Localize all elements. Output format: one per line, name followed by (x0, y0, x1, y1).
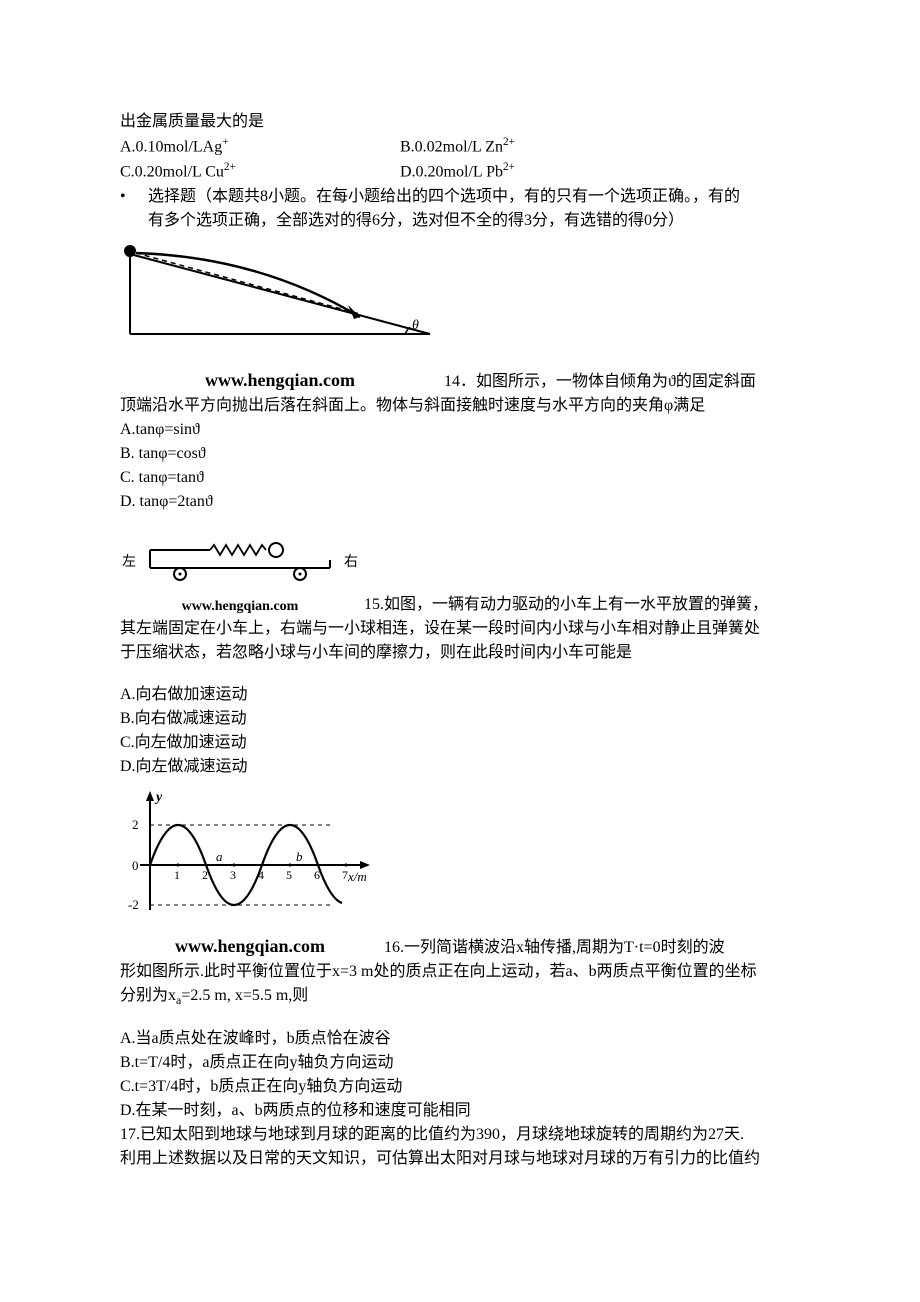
svg-text:b: b (296, 849, 303, 864)
svg-text:1: 1 (174, 868, 180, 882)
q16-figure: y x/m 2 0 -2 1 2 3 4 5 (120, 785, 380, 933)
frag-line: 出金属质量最大的是 (120, 110, 800, 134)
q16-opt-b: B.t=T/4时，a质点正在向y轴负方向运动 (120, 1051, 800, 1075)
q15-opt-a: A.向右做加速运动 (120, 683, 800, 707)
svg-text:-2: -2 (128, 897, 139, 912)
right-label: 右 (344, 554, 358, 570)
q14-opt-c: C. tanφ=tanϑ (120, 466, 800, 490)
left-label: 左 (122, 554, 136, 570)
q16-opt-c: C.t=3T/4时，b质点正在向y轴负方向运动 (120, 1075, 800, 1099)
watermark: www.hengqian.com (120, 596, 360, 617)
svg-text:θ: θ (412, 318, 419, 333)
q14-opt-d: D. tanφ=2tanϑ (120, 490, 800, 514)
svg-text:7: 7 (342, 868, 348, 882)
svg-text:x/m: x/m (347, 869, 367, 884)
opt-c: C.0.20mol/L Cu2+ (120, 159, 400, 184)
q17-line-1: 17.已知太阳到地球与地球到月球的距离的比值约为390，月球绕地球旋转的周期约为… (120, 1123, 800, 1147)
q15-opt-c: C.向左做加速运动 (120, 731, 800, 755)
q15-lead-2: 其左端固定在小车上，右端与一小球相连，设在某一段时间内小球与小车相对静止且弹簧处 (120, 617, 800, 641)
q14-opt-a: A.tanφ=sinϑ (120, 418, 800, 442)
opt-a: A.0.10mol/LAg+ (120, 134, 400, 159)
opt-b: B.0.02mol/L Zn2+ (400, 134, 515, 159)
q16-opt-d: D.在某一时刻，a、b两质点的位移和速度可能相同 (120, 1099, 800, 1123)
svg-text:2: 2 (132, 817, 139, 832)
svg-text:5: 5 (286, 868, 292, 882)
q14-lead-inline: 14．如图所示，一物体自倾角为ϑ的固定斜面 (444, 373, 756, 390)
svg-text:0: 0 (132, 858, 139, 873)
svg-text:3: 3 (230, 868, 236, 882)
q16-opt-a: A.当a质点处在波峰时，b质点恰在波谷 (120, 1027, 800, 1051)
watermark: www.hengqian.com (120, 367, 440, 394)
q16-lead-2: 形如图所示.此时平衡位置位于x=3 m处的质点正在向上运动，若a、b两质点平衡位… (120, 960, 800, 984)
bullet-icon: • (120, 185, 148, 209)
q15-lead-inline: 15.如图，一辆有动力驱动的小车上有一水平放置的弹簧， (364, 596, 768, 613)
section-note-2: 有多个选项正确，全部选对的得6分，选对但不全的得3分，有选错的得0分） (148, 209, 684, 233)
q17-line-2: 利用上述数据以及日常的天文知识，可估算出太阳对月球与地球对月球的万有引力的比值约 (120, 1147, 800, 1171)
section-note-1: 选择题（本题共8小题。在每小题给出的四个选项中，有的只有一个选项正确。，有的 (148, 185, 740, 209)
q15-opt-b: B.向右做减速运动 (120, 707, 800, 731)
q14-opt-b: B. tanφ=cosϑ (120, 442, 800, 466)
opt-d: D.0.20mol/L Pb2+ (400, 159, 515, 184)
svg-text:y: y (154, 790, 163, 805)
q16-lead-3: 分别为xa=2.5 m, x=5.5 m,则 (120, 984, 800, 1009)
q14-figure: θ (120, 239, 440, 367)
q16-lead-inline: 16.一列简谐横波沿x轴传播,周期为T·t=0时刻的波 (384, 939, 725, 956)
q15-figure: 左 右 (120, 538, 360, 596)
svg-text:a: a (216, 849, 223, 864)
watermark: www.hengqian.com (120, 933, 380, 960)
q15-opt-d: D.向左做减速运动 (120, 755, 800, 779)
q15-lead-3: 于压缩状态，若忽略小球与小车间的摩擦力，则在此段时间内小车可能是 (120, 641, 800, 665)
q14-lead-2: 顶端沿水平方向抛出后落在斜面上。物体与斜面接触时速度与水平方向的夹角φ满足 (120, 394, 800, 418)
